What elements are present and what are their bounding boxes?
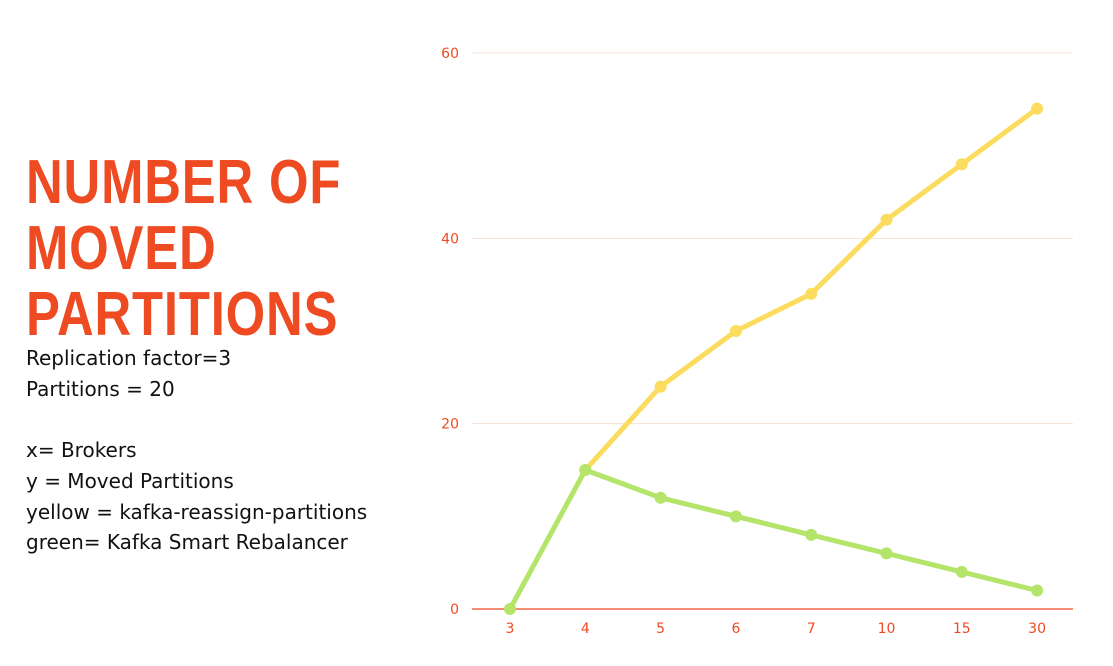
series-point (1031, 102, 1044, 115)
x-tick-label: 10 (878, 621, 896, 637)
x-tick-label: 30 (1028, 621, 1046, 637)
series-point (880, 547, 893, 560)
series-point (729, 325, 742, 337)
series-point (654, 491, 667, 504)
series-point (880, 213, 893, 226)
series-point (579, 464, 592, 476)
x-tick-label: 15 (953, 621, 971, 637)
series-point (805, 287, 818, 300)
x-tick-label: 7 (807, 621, 816, 637)
note-green-series: green= Kafka Smart Rebalancer (26, 530, 348, 555)
series-point (654, 380, 667, 393)
note-y-axis: y = Moved Partitions (26, 468, 234, 493)
y-tick-label: 20 (441, 417, 459, 433)
series-line-1 (507, 467, 1040, 612)
y-tick-label: 0 (450, 602, 459, 618)
note-replication-factor: Replication factor=3 (26, 346, 232, 370)
series-point (955, 158, 968, 171)
x-tick-label: 6 (731, 621, 740, 637)
series-point (955, 565, 968, 578)
note-partitions: Partitions = 20 (26, 376, 175, 401)
x-tick-label: 4 (581, 621, 590, 637)
slide-title: NUMBER OF MOVED PARTITIONS (26, 148, 342, 349)
note-x-axis: x= Brokers (26, 438, 137, 463)
y-tick-label: 60 (441, 46, 459, 62)
x-tick-label: 3 (506, 621, 515, 637)
chart-notes: Replication factor=3 Partitions = 20 x= … (26, 343, 367, 558)
series-point (1031, 584, 1044, 597)
x-tick-label: 5 (656, 621, 665, 637)
series-point (729, 510, 742, 523)
y-tick-label: 40 (441, 231, 459, 247)
note-yellow-series: yellow = kafka-reassign-partitions (26, 499, 368, 524)
series-point (504, 603, 516, 615)
series-point (805, 528, 818, 541)
